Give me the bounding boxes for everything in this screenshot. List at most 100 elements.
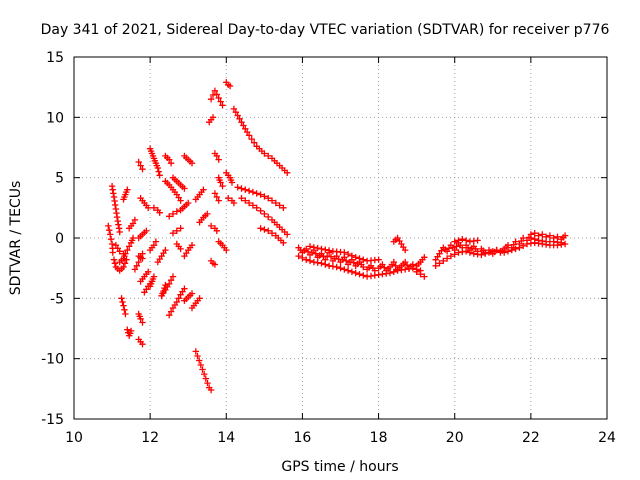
series-arc-37 — [207, 87, 226, 109]
series-markers — [234, 184, 287, 211]
series-markers — [295, 252, 424, 280]
series-markers — [432, 230, 569, 263]
series-arc-62 — [432, 230, 569, 263]
series-arc-15 — [135, 227, 150, 242]
series-arc-63 — [432, 239, 569, 269]
x-tick-label: 24 — [598, 430, 616, 446]
series-arc-35 — [192, 186, 207, 203]
x-tick-labels: 10 12 14 16 18 20 22 24 — [65, 430, 616, 446]
y-tick-label: 10 — [46, 110, 64, 126]
series-arc-20 — [150, 204, 163, 216]
series-arc-34 — [181, 152, 196, 167]
y-tick-label: -15 — [41, 412, 64, 428]
series-markers — [110, 256, 130, 274]
series-markers — [238, 195, 291, 238]
series-markers — [188, 295, 203, 312]
data-markers — [105, 79, 569, 394]
series-arc-02 — [108, 182, 123, 236]
series-markers — [146, 273, 158, 290]
series-arc-60 — [390, 234, 409, 254]
series-markers — [211, 150, 222, 163]
series-arc-43 — [215, 238, 230, 254]
grid — [74, 57, 607, 419]
series-arc-40 — [215, 174, 226, 190]
series-markers — [215, 238, 230, 254]
y-tick-label: 15 — [46, 50, 64, 66]
series-arc-52 — [192, 348, 215, 394]
series-markers — [181, 242, 196, 260]
series-arc-28 — [166, 208, 180, 220]
series-markers — [225, 195, 238, 207]
x-tick-label: 10 — [65, 430, 83, 446]
series-markers — [166, 285, 188, 319]
series-markers — [177, 199, 192, 214]
series-markers — [169, 225, 184, 237]
series-arc-22 — [154, 246, 169, 266]
x-tick-label: 16 — [294, 430, 312, 446]
series-arc-07 — [120, 186, 131, 203]
series-markers — [146, 238, 160, 254]
series-markers — [432, 239, 569, 269]
series-markers — [116, 250, 129, 266]
series-arc-61 — [413, 268, 428, 280]
y-tick-label: 0 — [55, 231, 64, 247]
series-markers — [166, 208, 180, 220]
series-arc-64 — [451, 236, 481, 245]
series-markers — [230, 105, 291, 176]
series-markers — [137, 268, 152, 285]
series-arc-45 — [223, 79, 234, 90]
series-markers — [173, 240, 184, 253]
series-markers — [451, 236, 481, 245]
series-arc-27 — [162, 152, 175, 167]
series-arc-16 — [137, 268, 152, 285]
series-markers — [105, 222, 116, 256]
series-arc-33 — [181, 242, 196, 260]
x-tick-label: 12 — [141, 430, 159, 446]
series-markers — [137, 195, 152, 211]
series-arc-59 — [306, 243, 382, 265]
series-markers — [124, 326, 135, 339]
series-arc-47 — [225, 195, 238, 207]
series-arc-44 — [207, 257, 219, 268]
y-tick-label: -10 — [41, 352, 64, 368]
series-arc-54 — [116, 250, 129, 266]
series-arc-46 — [223, 169, 236, 186]
series-markers — [135, 158, 146, 173]
series-markers — [135, 227, 150, 242]
series-arc-48 — [230, 105, 291, 176]
y-axis-label: SDTVAR / TECUs — [8, 181, 24, 296]
series-arc-55 — [158, 281, 169, 300]
series-markers — [169, 174, 188, 192]
series-arc-65 — [527, 234, 565, 246]
series-arc-14 — [137, 195, 152, 211]
series-arc-39 — [211, 150, 222, 163]
series-markers — [146, 145, 163, 179]
series-markers — [126, 216, 139, 232]
x-tick-label: 18 — [370, 430, 388, 446]
series-arc-19 — [146, 273, 158, 290]
x-tick-label: 20 — [446, 430, 464, 446]
series-arc-49 — [234, 184, 287, 211]
series-arc-30 — [173, 240, 184, 253]
series-markers — [207, 257, 219, 268]
x-tick-label: 14 — [217, 430, 235, 446]
series-markers — [181, 152, 196, 167]
series-markers — [223, 79, 234, 90]
series-markers — [527, 234, 565, 246]
series-markers — [206, 114, 217, 126]
y-tick-labels: -15 -10 -5 0 5 10 15 — [41, 50, 64, 428]
series-arc-41 — [211, 190, 222, 204]
series-arc-09 — [126, 216, 139, 232]
series-arc-18 — [146, 145, 163, 179]
series-markers — [192, 348, 215, 394]
series-arc-05 — [118, 295, 129, 318]
series-markers — [135, 336, 146, 348]
series-arc-51 — [257, 225, 287, 246]
series-markers — [150, 204, 163, 216]
series-markers — [135, 252, 146, 262]
series-markers — [196, 210, 211, 226]
y-tick-label: -5 — [50, 291, 64, 307]
series-markers — [108, 182, 123, 236]
series-markers — [390, 234, 409, 254]
series-markers — [162, 178, 184, 204]
